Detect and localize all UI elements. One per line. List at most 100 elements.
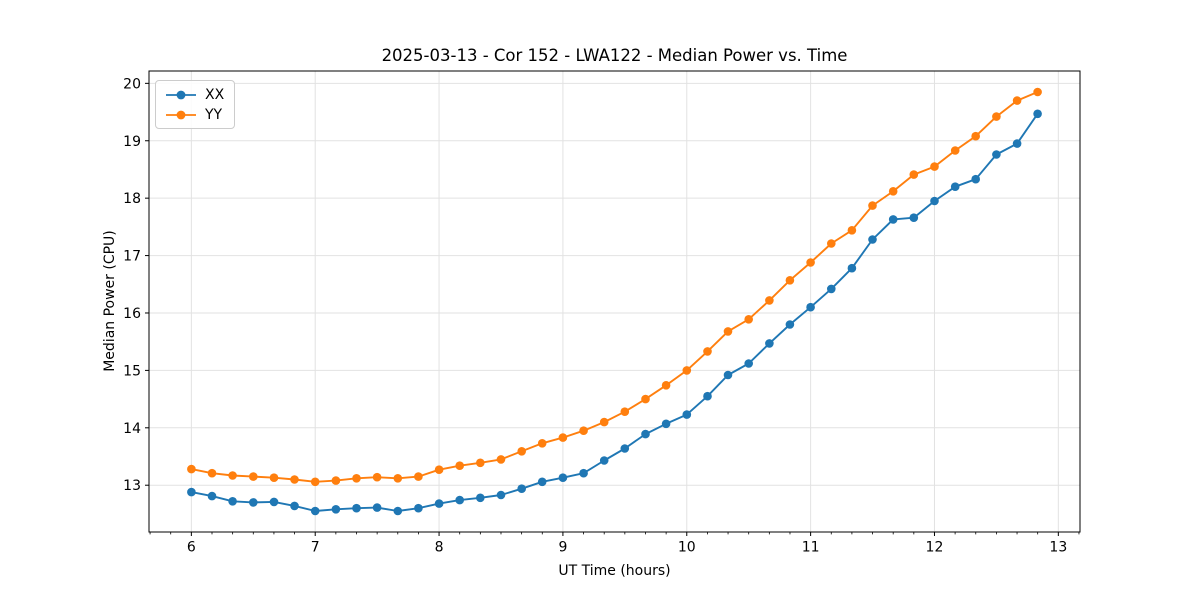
series-yy-marker: [434, 465, 444, 475]
legend-item-yy: YY: [164, 106, 224, 123]
series-yy-marker: [187, 464, 196, 474]
legend-label-xx: XX: [205, 86, 225, 103]
legend-label-yy: YY: [205, 106, 223, 123]
series-xx-marker: [930, 196, 939, 206]
series-xx-marker: [269, 497, 279, 507]
series-yy-marker: [290, 475, 299, 484]
chart-title: 2025-03-13 - Cor 152 - LWA122 - Median P…: [381, 46, 848, 65]
series-yy-marker: [496, 455, 506, 464]
series-yy-marker: [414, 472, 423, 481]
series-xx-marker: [517, 484, 526, 494]
series-yy-marker: [847, 226, 857, 235]
series-xx-marker: [847, 263, 857, 273]
series-xx-marker: [620, 444, 630, 453]
series-yy-marker: [971, 131, 980, 141]
series-yy-marker: [950, 146, 960, 155]
series-xx-marker: [723, 370, 733, 380]
legend-line-marker-icon: [166, 110, 196, 119]
series-yy-marker: [331, 476, 341, 485]
x-tick-label: 9: [558, 540, 567, 556]
series-xx-marker: [909, 213, 919, 222]
series-xx-marker: [992, 150, 1001, 159]
y-tick-label: 15: [123, 363, 141, 379]
series-yy-marker: [703, 347, 712, 356]
series-yy-marker: [579, 426, 588, 436]
series-yy-marker: [269, 473, 279, 483]
series-yy-marker: [868, 201, 877, 210]
series-yy-marker: [909, 170, 919, 179]
series-yy-marker: [765, 296, 774, 305]
series-xx-marker: [827, 284, 836, 294]
series-yy-marker: [620, 407, 630, 417]
series-yy-marker: [806, 258, 815, 267]
series-yy-marker: [537, 439, 547, 448]
y-tick-label: 13: [123, 478, 141, 494]
y-axis-label: Median Power (CPU): [102, 230, 118, 372]
x-tick-label: 6: [187, 540, 196, 556]
series-yy-marker: [249, 472, 258, 481]
series-xx-marker: [496, 490, 506, 500]
series-yy-marker: [455, 461, 465, 471]
series-yy-marker: [207, 468, 217, 478]
series-xx-marker: [641, 429, 650, 439]
series-yy-marker: [641, 394, 650, 404]
series-xx-marker: [537, 477, 547, 487]
series-yy-marker: [827, 239, 836, 248]
series-yy-marker: [352, 474, 361, 483]
y-tick-label: 16: [123, 306, 141, 322]
y-tick-label: 19: [123, 134, 141, 150]
series-xx-marker: [888, 215, 898, 224]
series-yy-marker: [785, 276, 795, 285]
series-xx-marker: [599, 456, 609, 465]
x-tick-label: 12: [926, 540, 944, 556]
series-xx-marker: [806, 302, 815, 312]
series-xx-marker: [682, 410, 692, 419]
series-yy-marker: [1033, 87, 1042, 97]
series-xx-marker: [971, 174, 980, 184]
series-xx-marker: [187, 487, 196, 497]
series-yy-marker: [228, 471, 237, 480]
x-tick-label: 13: [1049, 540, 1067, 556]
series-yy-marker: [888, 187, 898, 196]
series-yy-marker: [558, 433, 568, 442]
series-yy-marker: [723, 327, 733, 336]
axes-frame: [148, 70, 1081, 533]
series-yy-marker: [930, 162, 939, 171]
series-yy-marker: [393, 474, 403, 483]
y-tick-label: 17: [123, 249, 141, 265]
series-xx-marker: [352, 503, 361, 513]
series-xx-marker: [868, 235, 877, 244]
legend-item-xx: XX: [164, 86, 224, 103]
series-xx-marker: [290, 501, 299, 511]
series-xx-marker: [249, 498, 258, 507]
series-yy-marker: [372, 472, 382, 482]
series-xx-marker: [310, 506, 320, 516]
x-tick-label: 10: [678, 540, 696, 556]
y-tick-label: 18: [123, 191, 141, 207]
series-xx-marker: [558, 473, 568, 483]
series-yy-marker: [992, 112, 1001, 121]
series-xx-marker: [661, 419, 671, 429]
series-yy-marker: [599, 417, 609, 427]
series-xx-marker: [455, 495, 465, 505]
series-xx-marker: [414, 503, 423, 513]
series-xx-marker: [703, 391, 712, 401]
legend-line-marker-icon: [166, 90, 196, 99]
series-xx-marker: [1033, 109, 1042, 119]
series-yy-marker: [517, 447, 526, 456]
y-tick-label: 14: [123, 421, 141, 437]
series-xx-marker: [331, 505, 341, 514]
series-xx-marker: [434, 499, 444, 508]
x-axis-label: UT Time (hours): [558, 563, 671, 579]
series-xx-marker: [785, 320, 795, 329]
series-xx-marker: [228, 497, 237, 506]
series-xx-marker: [393, 506, 403, 516]
series-yy-marker: [682, 366, 692, 375]
series-yy-marker: [310, 477, 320, 487]
series-xx-marker: [207, 491, 217, 501]
series-xx-marker: [950, 182, 960, 191]
series-xx-marker: [579, 468, 588, 478]
x-tick-label: 8: [435, 540, 444, 556]
